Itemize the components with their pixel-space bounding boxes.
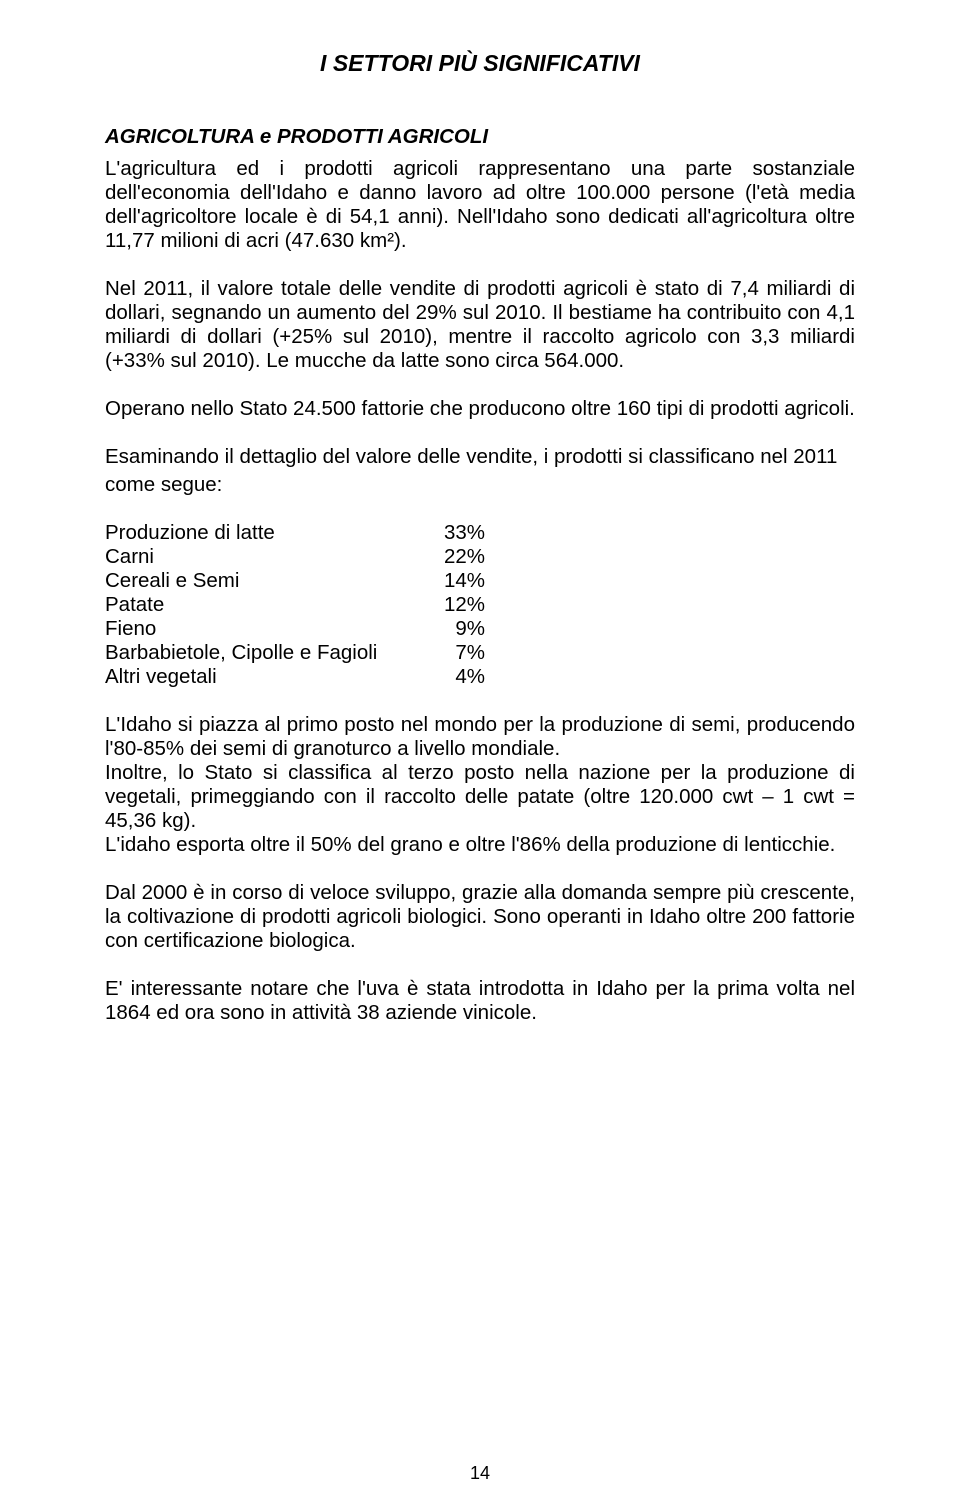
paragraph-organic: Dal 2000 è in corso di veloce sviluppo, …	[105, 881, 855, 953]
table-cell-label: Barbabietole, Cipolle e Fagioli	[105, 641, 425, 665]
table-cell-value: 14%	[425, 569, 485, 593]
table-intro-line-1: Esaminando il dettaglio del valore delle…	[105, 445, 855, 469]
page-title: I SETTORI PIÙ SIGNIFICATIVI	[105, 50, 855, 77]
paragraph-farms: Operano nello Stato 24.500 fattorie che …	[105, 397, 855, 421]
table-cell-value: 12%	[425, 593, 485, 617]
table-cell-label: Produzione di latte	[105, 521, 425, 545]
table-cell-label: Altri vegetali	[105, 665, 425, 689]
table-cell-value: 22%	[425, 545, 485, 569]
document-page: I SETTORI PIÙ SIGNIFICATIVI AGRICOLTURA …	[0, 0, 960, 1512]
table-row: Altri vegetali 4%	[105, 665, 855, 689]
paragraph-intro: L'agricultura ed i prodotti agricoli rap…	[105, 157, 855, 253]
paragraph-table-intro: Esaminando il dettaglio del valore delle…	[105, 445, 855, 497]
table-cell-value: 7%	[425, 641, 485, 665]
table-row: Patate 12%	[105, 593, 855, 617]
table-cell-value: 33%	[425, 521, 485, 545]
table-cell-label: Fieno	[105, 617, 425, 641]
table-cell-label: Cereali e Semi	[105, 569, 425, 593]
table-row: Barbabietole, Cipolle e Fagioli 7%	[105, 641, 855, 665]
paragraph-seeds: L'Idaho si piazza al primo posto nel mon…	[105, 713, 855, 761]
section-heading: AGRICOLTURA e PRODOTTI AGRICOLI	[105, 125, 855, 149]
production-table: Produzione di latte 33% Carni 22% Cereal…	[105, 521, 855, 689]
paragraph-grapes: E' interessante notare che l'uva è stata…	[105, 977, 855, 1025]
table-cell-value: 4%	[425, 665, 485, 689]
table-row: Cereali e Semi 14%	[105, 569, 855, 593]
table-row: Fieno 9%	[105, 617, 855, 641]
page-number: 14	[0, 1463, 960, 1484]
table-row: Produzione di latte 33%	[105, 521, 855, 545]
table-intro-line-2: come segue:	[105, 473, 855, 497]
paragraph-block-seeds: L'Idaho si piazza al primo posto nel mon…	[105, 713, 855, 857]
paragraph-vegetables: Inoltre, lo Stato si classifica al terzo…	[105, 761, 855, 833]
paragraph-sales-value: Nel 2011, il valore totale delle vendite…	[105, 277, 855, 373]
paragraph-exports: L'idaho esporta oltre il 50% del grano e…	[105, 833, 855, 857]
table-cell-value: 9%	[425, 617, 485, 641]
table-cell-label: Carni	[105, 545, 425, 569]
table-row: Carni 22%	[105, 545, 855, 569]
table-cell-label: Patate	[105, 593, 425, 617]
